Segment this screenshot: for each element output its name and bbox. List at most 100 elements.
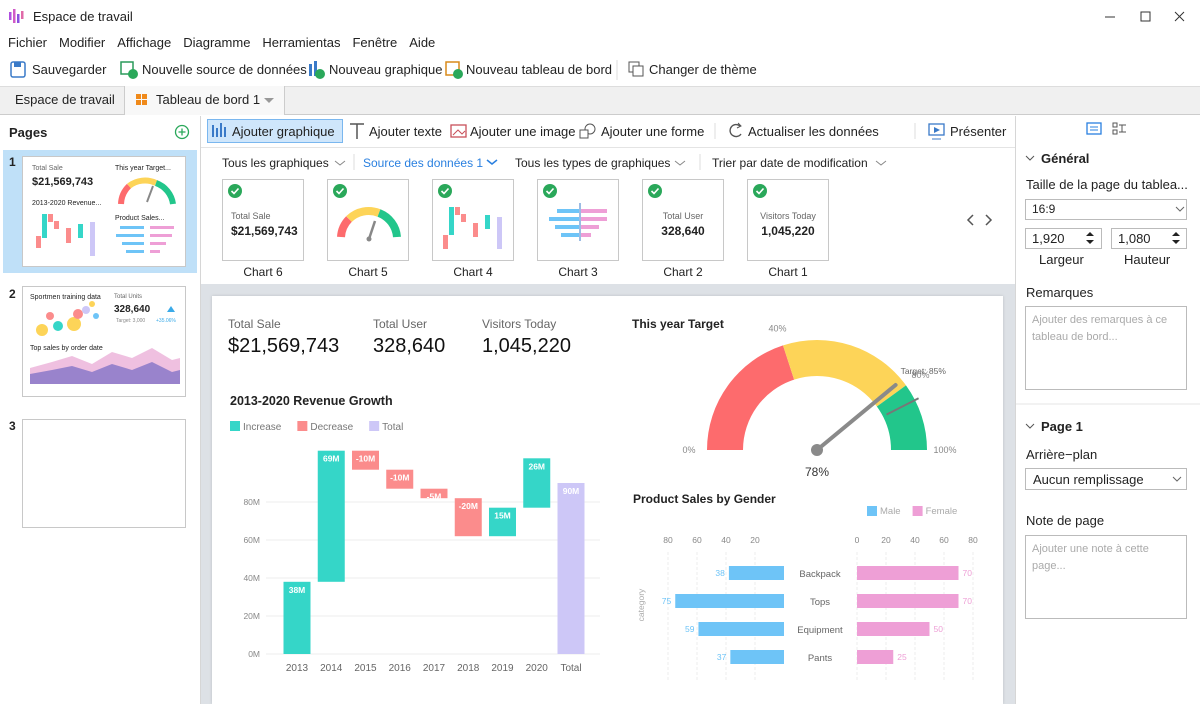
chart-card[interactable]: Total User 328,640 <box>642 179 724 261</box>
check-icon <box>543 184 557 198</box>
tab[interactable]: Espace de travail <box>0 86 125 115</box>
y-tick-label: 60M <box>243 535 260 545</box>
tab-label[interactable]: Espace de travail <box>15 92 115 107</box>
thumb-text: This year Target... <box>115 165 171 172</box>
chart-card[interactable] <box>327 179 409 261</box>
value-label: 15M <box>494 511 511 521</box>
bar <box>420 488 448 499</box>
menu-item[interactable]: Diagramme <box>183 35 251 50</box>
y-tick-label: 0M <box>248 649 260 659</box>
filter-dropdown[interactable]: Trier par date de modification <box>712 156 868 170</box>
toolbar-button[interactable]: Nouvelle source de données <box>142 62 307 77</box>
window-controls[interactable] <box>1095 6 1195 28</box>
toolbar-button[interactable]: Ajouter une image <box>470 124 576 139</box>
filter-dropdown[interactable]: Tous les types de graphiques <box>515 156 671 170</box>
bar <box>454 498 482 537</box>
dashboard: Total Sale $21,569,743 Total User 328,64… <box>228 317 978 680</box>
input-value: 1,080 <box>1118 231 1151 246</box>
check-icon <box>648 184 662 198</box>
value-label: 50 <box>934 624 944 634</box>
x-tick-label: 60 <box>692 535 702 545</box>
chart-title: 2013-2020 Revenue Growth <box>230 394 393 408</box>
bar <box>730 650 784 664</box>
toolbar-button[interactable]: Nouveau graphique <box>329 62 443 77</box>
chart-title: Product Sales by Gender <box>633 492 776 506</box>
toolbar-button[interactable]: Ajouter une forme <box>601 124 705 139</box>
bar <box>489 507 516 537</box>
kpi-value: $21,569,743 <box>228 335 339 357</box>
add-page-button[interactable] <box>174 124 190 140</box>
chart-card-label[interactable]: Chart 2 <box>663 265 703 279</box>
gauge-tick-label: 100% <box>933 445 956 455</box>
number-input[interactable]: 1,920 <box>1025 228 1102 249</box>
toolbar-button[interactable]: Ajouter texte <box>369 124 442 139</box>
page-thumbnail[interactable] <box>22 419 186 528</box>
y-tick-label: 80M <box>243 497 260 507</box>
x-tick-label: 20 <box>881 535 891 545</box>
toolbar-button[interactable]: Sauvegarder <box>32 62 107 77</box>
field-label: Remarques <box>1026 285 1094 300</box>
gauge-band <box>707 345 795 450</box>
toolbar-button[interactable]: Présenter <box>950 124 1007 139</box>
chart-card[interactable]: Total Sale $21,569,743 <box>222 179 304 261</box>
category-label: Tops <box>810 597 830 608</box>
value-label: -10M <box>356 454 375 464</box>
thumb-text: Total Units <box>114 294 143 300</box>
card-text: Total Sale <box>231 211 271 221</box>
menu-item[interactable]: Modifier <box>59 35 106 50</box>
toolbar-button[interactable]: Changer de thème <box>649 62 757 77</box>
chart-card-label[interactable]: Chart 5 <box>348 265 388 279</box>
select[interactable]: 16:9 <box>1025 199 1187 220</box>
gauge-tick-label: 40% <box>768 323 786 333</box>
x-tick-label: 40 <box>910 535 920 545</box>
filter-dropdown[interactable]: Tous les graphiques <box>222 156 329 170</box>
toolbar-button[interactable]: Ajouter graphique <box>232 124 335 139</box>
kpi-label: Visitors Today <box>482 317 556 331</box>
toolbar-button[interactable]: Nouveau tableau de bord <box>466 62 613 77</box>
chart-toolbar-icons <box>212 122 945 140</box>
textarea[interactable]: Ajouter des remarques à ce tableau de bo… <box>1025 306 1187 390</box>
window-title: Espace de travail <box>33 9 133 24</box>
chart-card-label[interactable]: Chart 4 <box>453 265 493 279</box>
number-input[interactable]: 1,080 <box>1111 228 1187 249</box>
check-icon <box>438 184 452 198</box>
chart-card-label[interactable]: Chart 6 <box>243 265 283 279</box>
thumb-text: Product Sales... <box>115 215 165 222</box>
section-title[interactable]: Général <box>1041 151 1090 166</box>
select[interactable]: Aucun remplissage <box>1025 468 1187 490</box>
menu-item[interactable]: Affichage <box>117 35 172 50</box>
filter-dropdown[interactable]: Source des données 1 <box>363 156 484 170</box>
tab-label[interactable]: Tableau de bord 1 <box>156 92 261 107</box>
menu-item[interactable]: Aide <box>409 35 436 50</box>
legend-swatch <box>297 421 308 431</box>
menu-item[interactable]: Herramientas <box>262 35 341 50</box>
page-number: 1 <box>9 155 16 169</box>
thumb-text: 328,640 <box>114 304 151 315</box>
legend-swatch <box>369 421 380 431</box>
gauge-value: 78% <box>805 465 829 479</box>
chart-card-label[interactable]: Chart 1 <box>768 265 808 279</box>
section-title[interactable]: Page 1 <box>1041 419 1083 434</box>
bar <box>728 566 784 580</box>
add-chart-button[interactable] <box>207 119 343 143</box>
target-marker <box>886 397 920 416</box>
tab-active[interactable]: Tableau de bord 1 <box>125 86 285 115</box>
panel-title: Pages <box>9 125 48 140</box>
value-label: 70 <box>963 596 973 606</box>
gauge-needle <box>815 382 898 452</box>
page-thumbnail[interactable] <box>22 156 186 267</box>
value-label: 38M <box>289 585 306 595</box>
gallery-nav[interactable] <box>962 211 998 229</box>
check-icon <box>228 184 242 198</box>
toolbar-button[interactable]: Actualiser les données <box>748 124 879 139</box>
textarea[interactable]: Ajouter une note à cette page... <box>1025 535 1187 619</box>
x-tick-label: 2013 <box>286 663 309 674</box>
chart-card-label[interactable]: Chart 3 <box>558 265 598 279</box>
kpi-label: Total User <box>373 317 427 331</box>
menu-item[interactable]: Fenêtre <box>352 35 398 50</box>
chart-card[interactable]: Visitors Today 1,045,220 <box>747 179 829 261</box>
x-tick-label: 40 <box>721 535 731 545</box>
menu-item[interactable]: Fichier <box>8 35 48 50</box>
kpi-value: 328,640 <box>373 335 445 357</box>
